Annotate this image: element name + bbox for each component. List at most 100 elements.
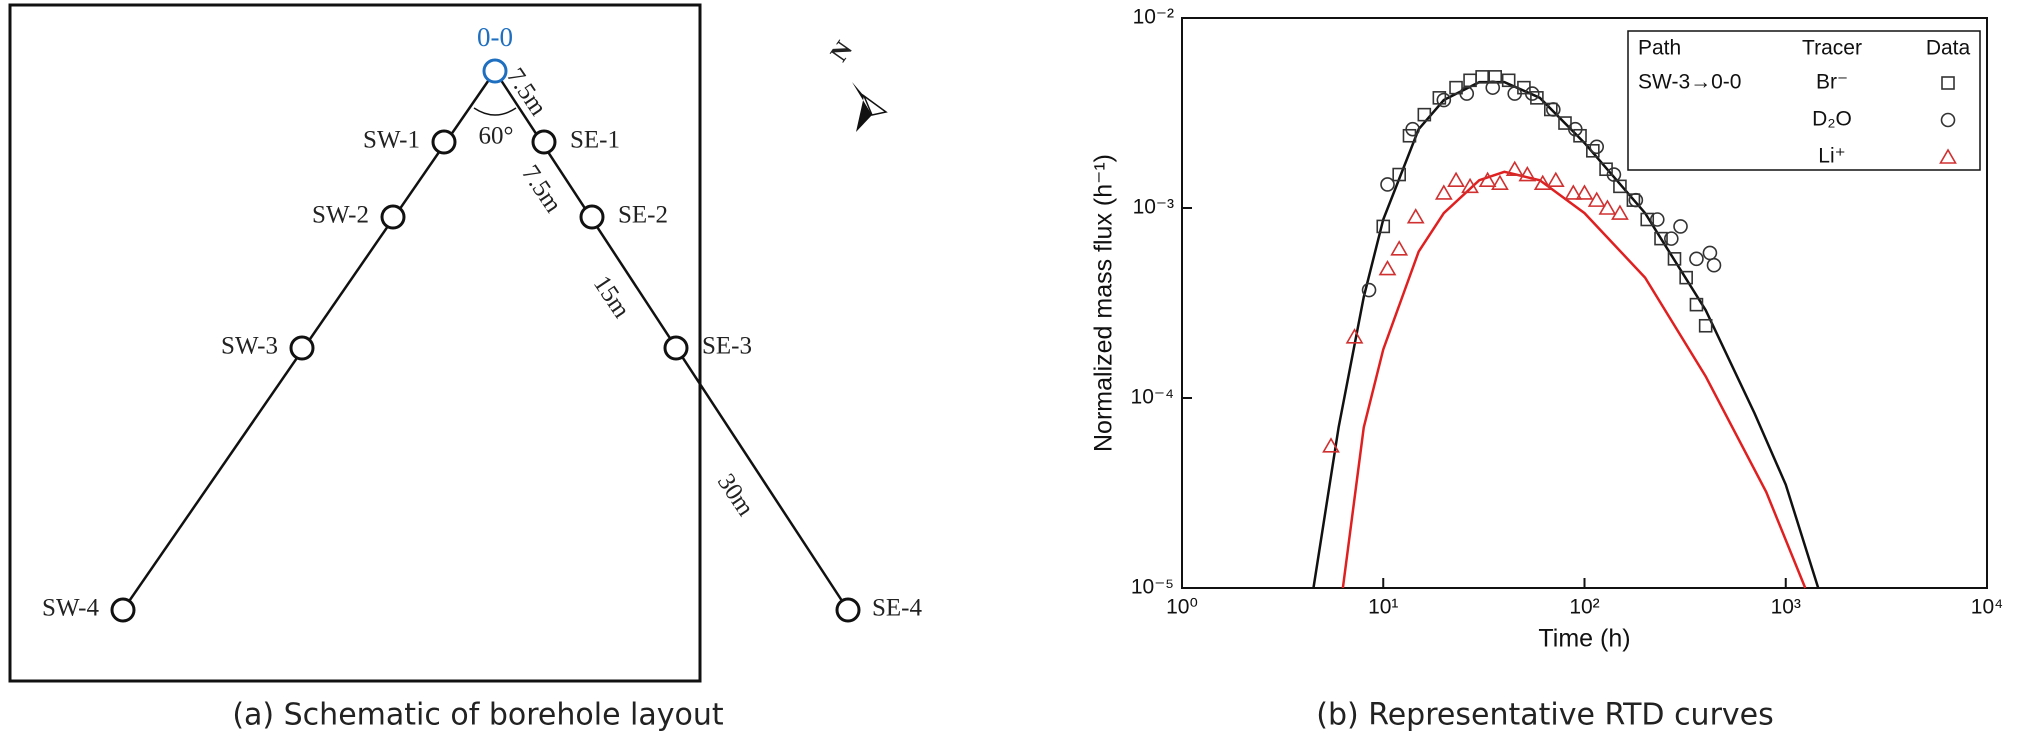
x-tick-label: 10¹	[1368, 596, 1398, 619]
caption: (b) Representative RTD curves	[1316, 698, 1774, 733]
legend-path: SW-3→0-0	[1638, 71, 1741, 94]
node	[431, 129, 457, 155]
data-point	[1491, 174, 1509, 191]
data-point	[1613, 179, 1627, 194]
data-point	[1649, 212, 1665, 227]
node-label: SE-2	[618, 202, 668, 229]
data-point	[1589, 139, 1605, 155]
data-point	[1698, 318, 1713, 333]
data-point	[1689, 251, 1704, 267]
data-point	[1501, 73, 1516, 88]
legend-header: Path	[1638, 37, 1681, 60]
caption: (a) Schematic of borehole layout	[232, 698, 724, 733]
data-point	[1546, 102, 1561, 117]
data-point	[1380, 177, 1395, 192]
edge-label: 30m	[712, 469, 760, 521]
data-point	[1575, 184, 1594, 200]
edge-label: 15m	[588, 271, 636, 323]
data-point	[1376, 219, 1391, 234]
legend-marker	[1941, 76, 1955, 90]
node	[380, 204, 406, 230]
data-point	[1564, 184, 1583, 200]
legend-marker	[1939, 148, 1957, 164]
data-point	[1518, 165, 1537, 182]
data-point	[1524, 86, 1540, 101]
data-point	[1679, 270, 1693, 285]
data-point	[1664, 231, 1679, 246]
data-point	[1406, 208, 1425, 224]
data-point	[1606, 167, 1622, 182]
data-point	[1478, 171, 1497, 188]
data-point	[1505, 160, 1524, 177]
data-point	[1345, 328, 1364, 344]
data-point	[1434, 184, 1453, 200]
legend-marker	[1940, 112, 1956, 128]
node-label: SW-4	[42, 595, 99, 622]
nodes	[110, 58, 861, 623]
data-point	[1449, 80, 1463, 95]
data-point	[1586, 144, 1600, 158]
y-tick-label: 10⁻⁴	[1131, 386, 1174, 409]
node	[835, 597, 861, 623]
node	[579, 204, 605, 230]
data-point	[1488, 70, 1503, 84]
data-point	[1475, 70, 1489, 84]
node-label: SW-2	[312, 202, 369, 229]
data-point	[1599, 162, 1613, 177]
data-point	[1361, 282, 1377, 298]
data-point	[1558, 116, 1572, 130]
data-point	[1461, 177, 1479, 194]
data-point	[1611, 204, 1629, 220]
data-point	[1459, 86, 1475, 101]
data-point	[1628, 192, 1644, 208]
data-point	[1390, 240, 1409, 256]
data-point	[1689, 297, 1704, 312]
data-point	[1598, 199, 1617, 215]
fit-curve	[1341, 170, 1807, 589]
node-label: SE-4	[872, 595, 923, 622]
node	[110, 597, 136, 623]
node	[663, 335, 689, 361]
legend-label: D₂O	[1812, 108, 1852, 131]
data-point	[1706, 257, 1722, 273]
data-point	[1587, 191, 1606, 207]
x-tick-label: 10²	[1569, 596, 1599, 619]
y-tick-label: 10⁻²	[1133, 6, 1174, 29]
node	[531, 129, 557, 155]
data-point	[1417, 107, 1432, 122]
angle-label: 60°	[479, 123, 514, 150]
x-axis-label: Time (h)	[1538, 625, 1630, 653]
x-tick-label: 10⁰	[1166, 596, 1198, 619]
data-point	[1485, 80, 1501, 95]
data-point	[1640, 212, 1655, 227]
legend-label: Li⁺	[1818, 145, 1845, 168]
data-point	[1507, 86, 1523, 101]
data-point	[1392, 167, 1406, 182]
node	[289, 335, 315, 361]
x-tick-label: 10⁴	[1971, 596, 2003, 619]
north-label: N	[825, 36, 857, 66]
panel-frame	[8, 3, 702, 683]
legend-header: Tracer	[1802, 37, 1862, 60]
data-point	[1533, 174, 1552, 191]
y-tick-label: 10⁻³	[1133, 196, 1174, 219]
y-tick-label: 10⁻⁵	[1131, 576, 1174, 599]
legend-label: Br⁻	[1816, 71, 1848, 94]
data-point	[1447, 171, 1465, 188]
legend-header: Data	[1926, 37, 1971, 60]
fit-curve	[1312, 80, 1820, 589]
legend-box	[1627, 30, 1981, 171]
data-point	[1702, 245, 1718, 261]
node-label: SW-3	[221, 333, 278, 360]
data-point	[1530, 91, 1544, 105]
data-point	[1654, 231, 1668, 246]
north-arrow	[852, 82, 888, 132]
y-axis-label: Normalized mass flux (h⁻¹)	[1090, 154, 1118, 452]
data-point	[1673, 219, 1688, 234]
data-point	[1567, 121, 1583, 137]
node-label: SE-1	[570, 127, 620, 154]
angle-arc	[473, 107, 517, 116]
node-label: SW-1	[363, 127, 420, 154]
data-point	[1405, 121, 1420, 137]
